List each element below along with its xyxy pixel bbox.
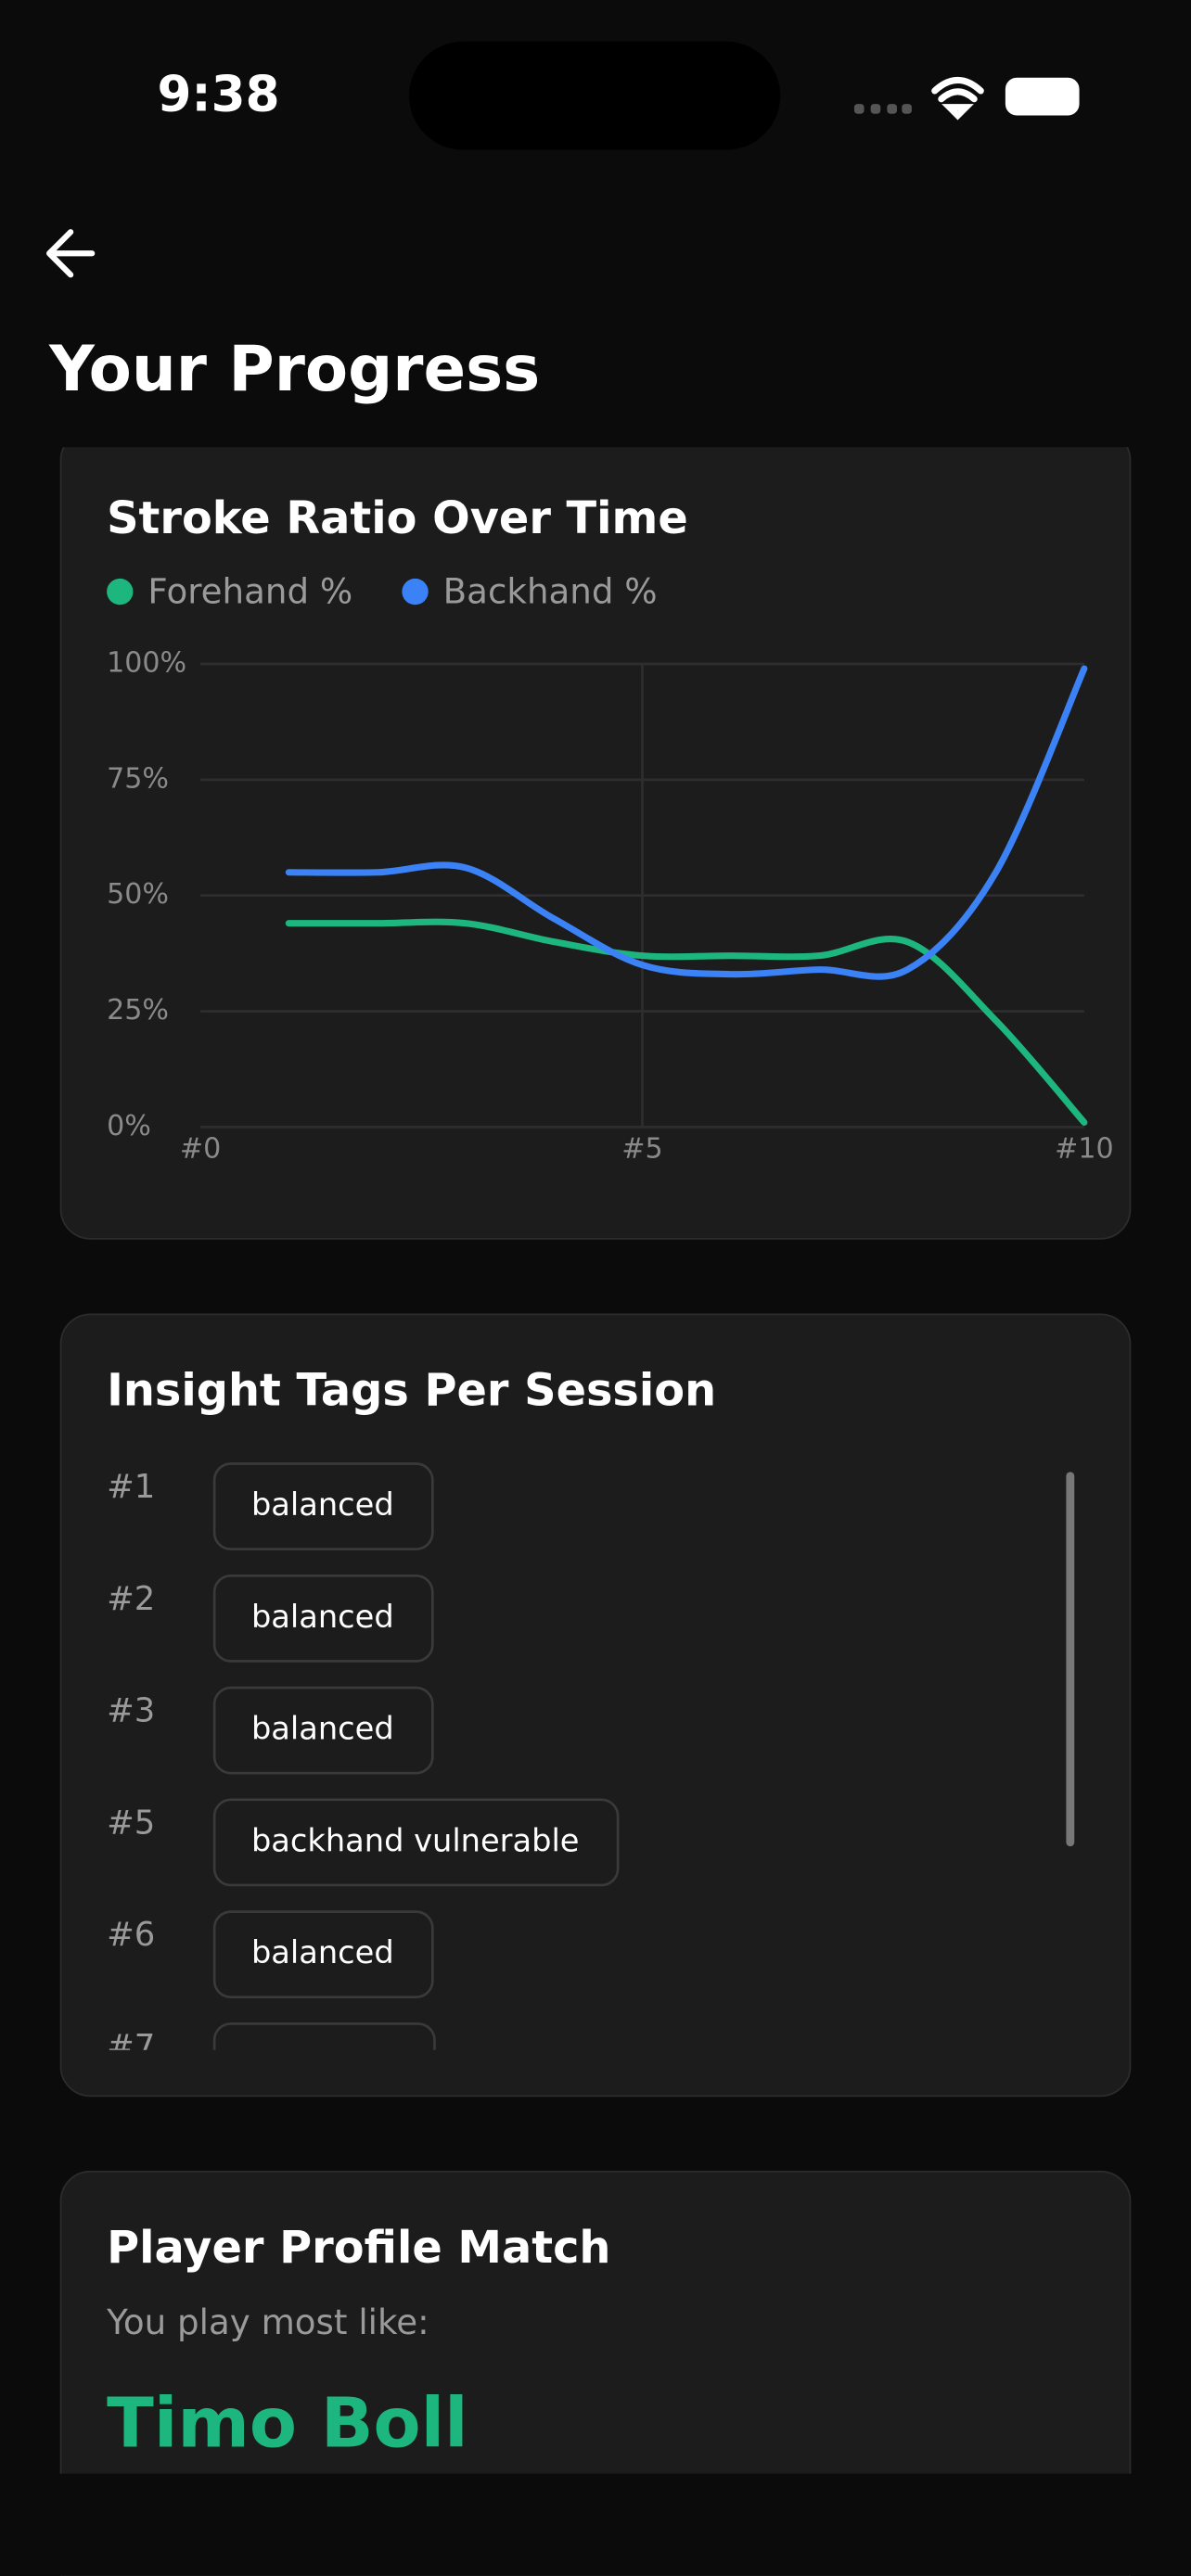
- series-line: [285, 665, 1088, 980]
- tag-label: balanced: [251, 1599, 394, 1635]
- insights-list: #1 balanced #2 balanced #3 balanced #5 backhand…: [107, 1462, 620, 2066]
- x-tick-label: #5: [621, 1133, 662, 1166]
- chart-title: Stroke Ratio Over Time: [107, 493, 688, 544]
- series-line: [285, 918, 1088, 1126]
- bottom-edge: [0, 2473, 1191, 2576]
- profile-title: Player Profile Match: [107, 2223, 610, 2274]
- player-name: Timo Boll: [107, 2383, 468, 2464]
- legend-swatch: [402, 578, 429, 606]
- wifi-icon: [931, 76, 984, 121]
- status-time: 9:38: [157, 66, 279, 123]
- session-label: #3: [107, 1692, 155, 1730]
- session-label: #2: [107, 1580, 155, 1618]
- session-label: #7: [107, 2028, 155, 2066]
- y-tick-label: 50%: [107, 878, 169, 911]
- tag-chip: [212, 2022, 436, 2050]
- y-tick-label: 25%: [107, 994, 169, 1027]
- tag-chip: [212, 1686, 434, 1775]
- scroll-fade: [0, 411, 1191, 448]
- session-label: #6: [107, 1916, 155, 1954]
- tag-label: balanced: [251, 1934, 394, 1970]
- session-label: #1: [107, 1468, 155, 1506]
- page-title: Your Progress: [48, 333, 540, 405]
- x-tick-label: #10: [1055, 1133, 1114, 1166]
- signal-icon: [853, 104, 912, 114]
- insights-title: Insight Tags Per Session: [107, 1365, 716, 1416]
- legend-label: Backhand %: [443, 570, 658, 611]
- battery-icon: [1005, 77, 1080, 116]
- tag-label: balanced: [251, 1711, 394, 1747]
- back-button[interactable]: [46, 229, 96, 278]
- tag-label: balanced: [251, 1486, 394, 1523]
- legend-label: Forehand %: [147, 570, 352, 611]
- tag-chip: [212, 1462, 434, 1550]
- x-tick-label: #0: [180, 1133, 221, 1166]
- dynamic-island: [408, 41, 781, 150]
- chart-card: [59, 429, 1132, 1240]
- y-tick-label: 75%: [107, 762, 169, 795]
- scrollbar: [1066, 1472, 1075, 1847]
- tag-chip: [212, 1910, 434, 1999]
- y-tick-label: 100%: [107, 647, 186, 680]
- legend-swatch: [107, 578, 134, 606]
- chart: Forehand % Backhand % 0% 25% 50% 75% 100% #0 #5 #…: [107, 570, 1114, 1166]
- tag-chip: [212, 1574, 434, 1663]
- session-label: #5: [107, 1804, 155, 1842]
- tag-label: backhand vulnerable: [251, 1822, 580, 1858]
- profile-subtitle: You play most like:: [106, 2302, 429, 2342]
- y-tick-label: 0%: [107, 1110, 151, 1142]
- tag-chip: [212, 1798, 620, 1887]
